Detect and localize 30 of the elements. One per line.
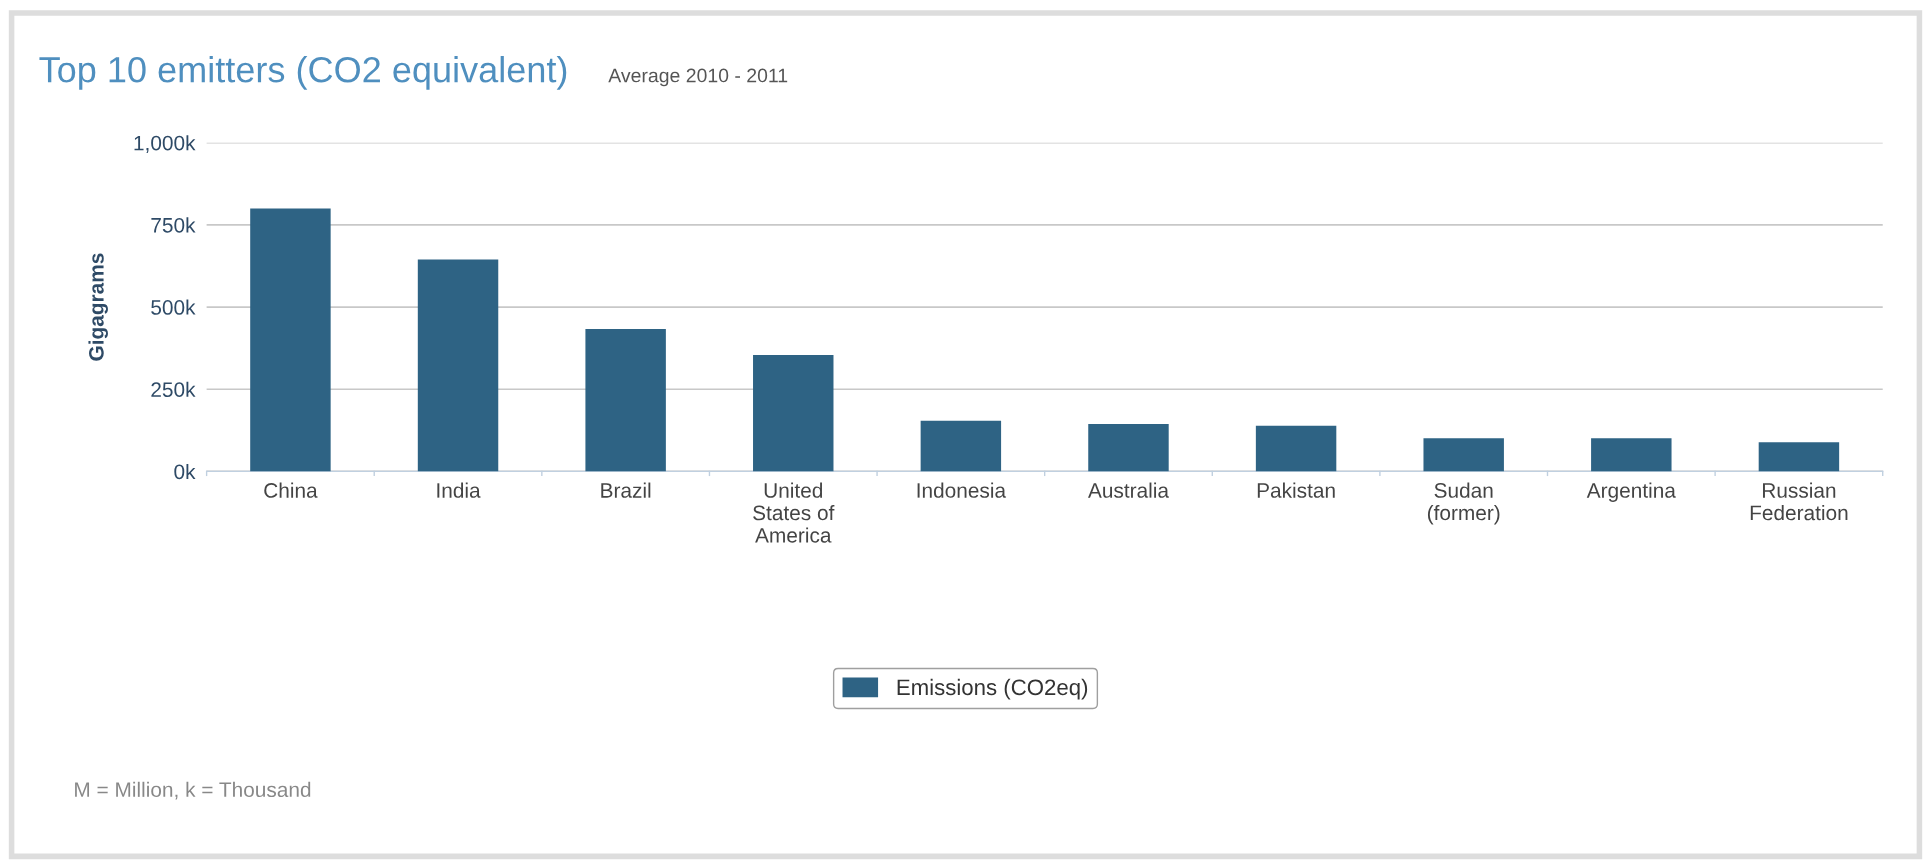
x-tick-label: Australia (1087, 482, 1169, 498)
bar (1088, 424, 1169, 472)
x-tick-label: India (437, 482, 481, 498)
bar (1255, 425, 1337, 472)
bar (250, 208, 331, 472)
bar (1591, 438, 1672, 472)
bar (753, 355, 834, 472)
bar (1423, 438, 1504, 472)
bar (417, 259, 499, 472)
x-tick-label: Brazil (601, 482, 651, 498)
y-tick-label: 250k (151, 381, 196, 397)
bar (1758, 442, 1840, 472)
y-tick-label: 500k (151, 299, 196, 315)
x-tick-label: Indonesia (917, 482, 1007, 498)
bar (585, 329, 666, 472)
y-tick-label: 0k (174, 463, 196, 480)
x-tick-label: Pakistan (1257, 482, 1335, 498)
x-tick-label: Argentina (1586, 482, 1676, 502)
text: M = Million, k = Thousand (75, 781, 311, 800)
chart-subtitle: Average 2010 - 2011 (608, 68, 788, 87)
y-tick-label: 750k (151, 217, 196, 233)
legend-label: Emissions (CO2eq) (897, 678, 1088, 700)
x-tick-label: Sudan (former) (1427, 482, 1500, 525)
y-axis-title: Gigagrams (88, 253, 108, 361)
x-tick-label: United States of America (753, 482, 835, 543)
x-tick-label: China (264, 482, 318, 498)
bar (920, 420, 1002, 472)
x-tick-label: Russian Federation (1750, 482, 1848, 521)
y-tick-label: 1,000k (134, 135, 196, 153)
chart-title: Top 10 emitters (CO2 equivalent) (39, 56, 567, 90)
